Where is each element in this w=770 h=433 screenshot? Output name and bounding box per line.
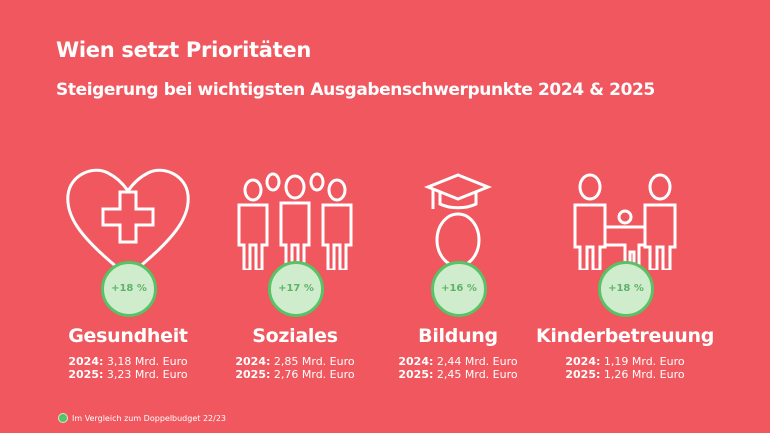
category-label: Soziales: [252, 325, 338, 347]
year-label: 2024:: [398, 355, 434, 368]
value-2024: 2,44 Mrd. Euro: [436, 355, 518, 368]
green-dot-icon: [58, 413, 68, 423]
value-2024: 1,19 Mrd. Euro: [603, 355, 685, 368]
category-kinderbetreuung: +18 % Kinderbetreuung 2024: 1,19 Mrd. Eu…: [525, 165, 725, 381]
year-label: 2024:: [68, 355, 104, 368]
year-label: 2025:: [565, 368, 601, 381]
value-2025: 1,26 Mrd. Euro: [603, 368, 685, 381]
increase-badge: +16 %: [431, 261, 487, 317]
year-label: 2024:: [565, 355, 601, 368]
category-label: Gesundheit: [68, 325, 188, 347]
value-2024: 2,85 Mrd. Euro: [273, 355, 355, 368]
category-gesundheit: +18 % Gesundheit 2024: 3,18 Mrd. Euro 20…: [28, 165, 228, 381]
value-2025: 2,76 Mrd. Euro: [273, 368, 355, 381]
year-label: 2025:: [235, 368, 271, 381]
increase-badge: +18 %: [598, 261, 654, 317]
category-values: 2024: 1,19 Mrd. Euro 2025: 1,26 Mrd. Eur…: [525, 355, 725, 381]
graduate-icon: [423, 173, 493, 268]
category-soziales: +17 % Soziales 2024: 2,85 Mrd. Euro 2025…: [195, 165, 395, 381]
family-icon: [573, 173, 677, 270]
value-2024: 3,18 Mrd. Euro: [106, 355, 188, 368]
year-label: 2025:: [398, 368, 434, 381]
category-label: Kinderbetreuung: [535, 325, 715, 347]
category-label: Bildung: [418, 325, 498, 347]
increase-badge: +17 %: [268, 261, 324, 317]
category-values: 2024: 3,18 Mrd. Euro 2025: 3,23 Mrd. Eur…: [28, 355, 228, 381]
category-values: 2024: 2,44 Mrd. Euro 2025: 2,45 Mrd. Eur…: [358, 355, 558, 381]
value-2025: 2,45 Mrd. Euro: [436, 368, 518, 381]
heart-cross-icon: [66, 168, 190, 270]
page-title: Wien setzt Prioritäten: [56, 38, 311, 62]
people-group-icon: [237, 172, 353, 270]
value-2025: 3,23 Mrd. Euro: [106, 368, 188, 381]
category-values: 2024: 2,85 Mrd. Euro 2025: 2,76 Mrd. Eur…: [195, 355, 395, 381]
footnote-text: Im Vergleich zum Doppelbudget 22/23: [72, 413, 226, 423]
category-bildung: +16 % Bildung 2024: 2,44 Mrd. Euro 2025:…: [358, 165, 558, 381]
footnote: Im Vergleich zum Doppelbudget 22/23: [58, 413, 226, 423]
page-subtitle: Steigerung bei wichtigsten Ausgabenschwe…: [56, 80, 655, 100]
year-label: 2025:: [68, 368, 104, 381]
increase-badge: +18 %: [101, 261, 157, 317]
year-label: 2024:: [235, 355, 271, 368]
